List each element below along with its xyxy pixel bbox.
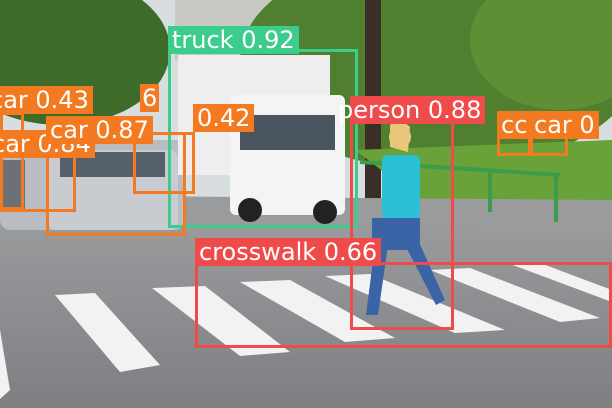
car-detection-box-042	[133, 132, 195, 194]
truck-detection-label: truck 0.92	[168, 26, 299, 54]
car-detection-label-right-2: car 0	[530, 111, 599, 139]
car-detection-label-042: 0.42	[193, 104, 255, 132]
crosswalk-detection-box	[195, 262, 612, 348]
car-detection-label-043: car 0.43	[0, 86, 93, 114]
crosswalk-detection-label: crosswalk 0.66	[195, 238, 382, 266]
person-detection-label: person 0.88	[338, 96, 486, 124]
car-detection-label-right-1: cc	[497, 111, 532, 139]
car-detection-box-084	[0, 150, 76, 212]
car-detection-label-087: car 0.87	[46, 116, 153, 144]
car-detection-label-036: 6	[140, 84, 160, 112]
truck-detection-box	[168, 49, 358, 228]
